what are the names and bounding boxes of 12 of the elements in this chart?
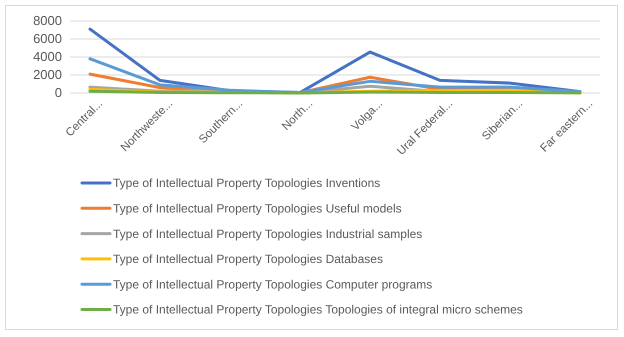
- legend-label: Type of Intellectual Property Topologies Topologies of integral micro schemes: [113, 302, 523, 317]
- y-tick-label: 0: [54, 85, 62, 100]
- legend-label: Type of Intellectual Property Topologies Databases: [113, 252, 383, 266]
- legend-label: Type of Intellectual Property Topologies Industrial samples: [113, 226, 422, 241]
- y-tick-label: 6000: [33, 31, 62, 46]
- legend-label: Type of Intellectual Property Topologies Inventions: [113, 176, 380, 190]
- y-tick-label: 4000: [33, 49, 62, 64]
- line-series: [88, 57, 582, 94]
- legend-label: Type of Intellectual Property Topologies Computer programs: [113, 277, 432, 292]
- legend-label: Type of Intellectual Property Topologies Useful models: [113, 202, 402, 216]
- y-tick-label: 8000: [33, 13, 62, 28]
- y-tick-label: 2000: [33, 67, 62, 82]
